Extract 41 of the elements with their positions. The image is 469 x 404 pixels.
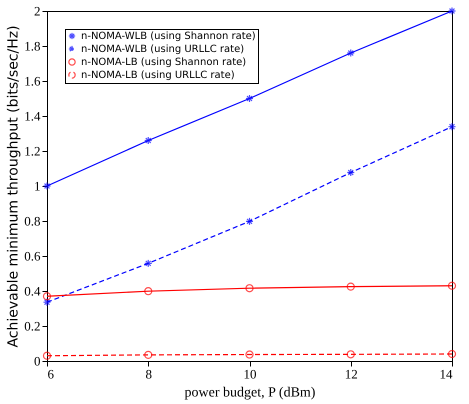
point [346, 48, 355, 58]
point [448, 122, 456, 131]
legend-label: n-NOMA-WLB (using Shannon rate) [81, 31, 256, 42]
point [42, 292, 52, 300]
legend-label: n-NOMA-LB (using URLLC rate) [81, 70, 235, 81]
point [144, 259, 152, 268]
legend-label: n-NOMA-LB (using Shannon rate) [81, 57, 246, 68]
y-tick-label: 1.2 [24, 144, 40, 158]
point [144, 287, 152, 296]
point [144, 136, 152, 145]
point [448, 350, 456, 358]
point [346, 350, 355, 358]
y-tick-label: 2 [34, 4, 40, 18]
x-tick-label: 10 [244, 366, 256, 382]
point [448, 6, 456, 16]
y-tick-label: 1.8 [24, 38, 40, 54]
y-tick-label: 0 [34, 354, 40, 368]
point [245, 94, 254, 103]
y-tick-label: 0.6 [24, 248, 41, 264]
y-tick-label: 0.8 [24, 214, 40, 228]
point [42, 298, 52, 306]
point [245, 284, 254, 292]
point [42, 182, 52, 190]
y-tick-label: 0.4 [24, 284, 41, 298]
point [448, 282, 456, 290]
point [346, 282, 355, 291]
x-tick-label: 8 [146, 366, 152, 382]
y-tick-label: 1.4 [24, 108, 41, 124]
point [245, 350, 254, 359]
x-tick-label: 14 [440, 366, 453, 382]
x-tick-label: 6 [48, 366, 54, 382]
point [144, 350, 152, 360]
x-axis-title: power budget, P (dBm) [184, 386, 316, 400]
point [245, 217, 254, 226]
y-axis-title: Achievable minimum throughput (bits/sec/Hz) [5, 25, 22, 348]
legend-label: n-NOMA-WLB (using URLLC rate) [81, 44, 244, 55]
point [346, 168, 355, 177]
y-tick-label: 1 [34, 178, 40, 194]
x-tick-label: 12 [344, 366, 358, 382]
y-tick-label: 0.2 [24, 318, 40, 334]
y-tick-label: 1.6 [24, 74, 41, 88]
